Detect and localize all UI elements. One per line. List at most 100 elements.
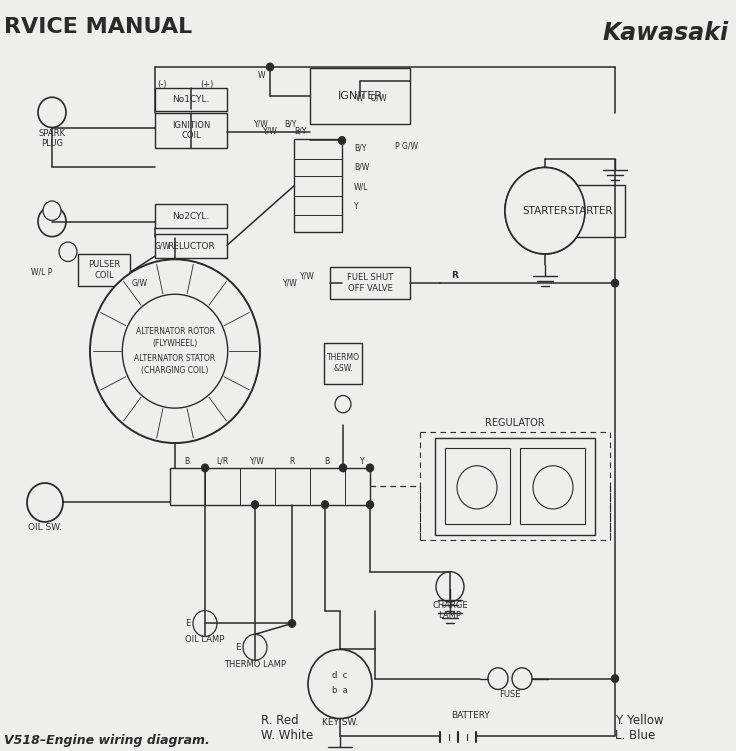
Circle shape [367, 501, 373, 508]
Text: V518–Engine wiring diagram.: V518–Engine wiring diagram. [4, 734, 210, 747]
Bar [155, 113, 227, 148]
Bar [155, 234, 227, 258]
Bar [155, 204, 227, 228]
Text: G/W: G/W [132, 279, 148, 288]
Circle shape [90, 259, 260, 443]
Text: B: B [325, 457, 330, 466]
Text: B/W: B/W [354, 163, 369, 172]
Text: PULSER
COIL: PULSER COIL [88, 261, 120, 280]
Text: IGNITER: IGNITER [338, 91, 383, 101]
Bar [78, 254, 130, 286]
Text: STARTER: STARTER [523, 206, 567, 216]
Text: W/L: W/L [354, 182, 369, 192]
Text: B/Y: B/Y [284, 119, 296, 128]
Text: FUSE: FUSE [499, 690, 521, 699]
Text: SPARK
PLUG: SPARK PLUG [38, 128, 66, 148]
Text: W: W [258, 71, 266, 80]
Text: R: R [452, 271, 459, 280]
Circle shape [339, 137, 345, 144]
Circle shape [367, 464, 373, 472]
Text: (+): (+) [200, 80, 213, 89]
Text: Y/W: Y/W [254, 119, 269, 128]
Text: G/W: G/W [155, 242, 171, 251]
Text: Y/W: Y/W [250, 457, 264, 466]
Text: No1CYL.: No1CYL. [172, 95, 210, 104]
Circle shape [505, 167, 585, 254]
Bar [555, 185, 625, 237]
Circle shape [289, 620, 295, 627]
Text: Y/W: Y/W [300, 271, 315, 280]
Circle shape [488, 668, 508, 689]
Bar [330, 267, 410, 300]
Text: FUEL SHUT
OFF VALVE: FUEL SHUT OFF VALVE [347, 273, 393, 293]
Text: Y: Y [354, 202, 358, 211]
Text: P G/W: P G/W [395, 141, 418, 150]
Text: REGULATOR: REGULATOR [485, 418, 545, 427]
Circle shape [505, 167, 585, 254]
Text: (FLYWHEEL): (FLYWHEEL) [152, 339, 198, 348]
Text: Y/W: Y/W [283, 279, 297, 288]
Circle shape [122, 294, 227, 408]
Circle shape [43, 201, 61, 221]
Text: R: R [289, 457, 294, 466]
Circle shape [339, 464, 347, 472]
Bar [310, 68, 410, 124]
Text: BATTERY: BATTERY [450, 711, 489, 720]
Text: RVICE MANUAL: RVICE MANUAL [4, 17, 192, 37]
Text: RELUCTOR: RELUCTOR [167, 242, 215, 251]
Text: OIL LAMP: OIL LAMP [185, 635, 224, 644]
Text: CHARGE
LAMP: CHARGE LAMP [432, 601, 468, 620]
Text: Y: Y [360, 457, 364, 466]
Text: KEY SW.: KEY SW. [322, 719, 358, 728]
Text: ALTERNATOR STATOR: ALTERNATOR STATOR [135, 354, 216, 363]
Circle shape [612, 675, 618, 683]
Text: ALTERNATOR ROTOR: ALTERNATOR ROTOR [135, 327, 214, 336]
Bar [155, 88, 227, 111]
Bar [324, 342, 362, 384]
Text: Kawasaki: Kawasaki [603, 21, 729, 45]
Circle shape [322, 501, 328, 508]
Text: b  a: b a [332, 686, 348, 695]
Circle shape [59, 242, 77, 261]
Circle shape [457, 466, 497, 509]
Circle shape [252, 501, 258, 508]
Circle shape [243, 635, 267, 660]
Circle shape [512, 668, 532, 689]
Text: B/Y: B/Y [354, 143, 367, 152]
Text: IGNITION
COIL: IGNITION COIL [171, 121, 210, 140]
Text: W   O/W: W O/W [356, 94, 386, 103]
Bar [520, 448, 585, 524]
Circle shape [38, 97, 66, 128]
Text: d  c: d c [333, 671, 347, 680]
Circle shape [193, 611, 217, 636]
Text: Y. Yellow
L. Blue: Y. Yellow L. Blue [615, 714, 663, 742]
Text: E: E [185, 619, 190, 628]
Text: (-): (-) [158, 80, 167, 89]
Bar [170, 468, 370, 505]
Circle shape [436, 572, 464, 602]
Circle shape [38, 207, 66, 237]
Text: L/R: L/R [216, 457, 228, 466]
Text: THERMO LAMP: THERMO LAMP [224, 660, 286, 669]
Circle shape [335, 396, 351, 413]
Bar [445, 448, 510, 524]
Circle shape [612, 279, 618, 287]
Circle shape [202, 464, 208, 472]
Text: B: B [185, 457, 190, 466]
Circle shape [533, 466, 573, 509]
Text: W/L P: W/L P [31, 268, 52, 277]
Text: B/Y: B/Y [294, 126, 306, 135]
Circle shape [266, 63, 274, 71]
Circle shape [308, 650, 372, 719]
Text: E: E [235, 643, 240, 652]
Text: No2CYL.: No2CYL. [172, 212, 210, 221]
Bar [435, 438, 595, 535]
Text: (CHARGING COIL): (CHARGING COIL) [141, 366, 209, 376]
Circle shape [27, 483, 63, 522]
Text: R. Red
W. White: R. Red W. White [261, 714, 314, 742]
Bar [294, 140, 342, 232]
Text: THERMO
&SW.: THERMO &SW. [327, 354, 359, 372]
Text: STARTER: STARTER [567, 206, 613, 216]
Text: OIL SW.: OIL SW. [28, 523, 62, 532]
Text: Y/W: Y/W [263, 126, 277, 135]
